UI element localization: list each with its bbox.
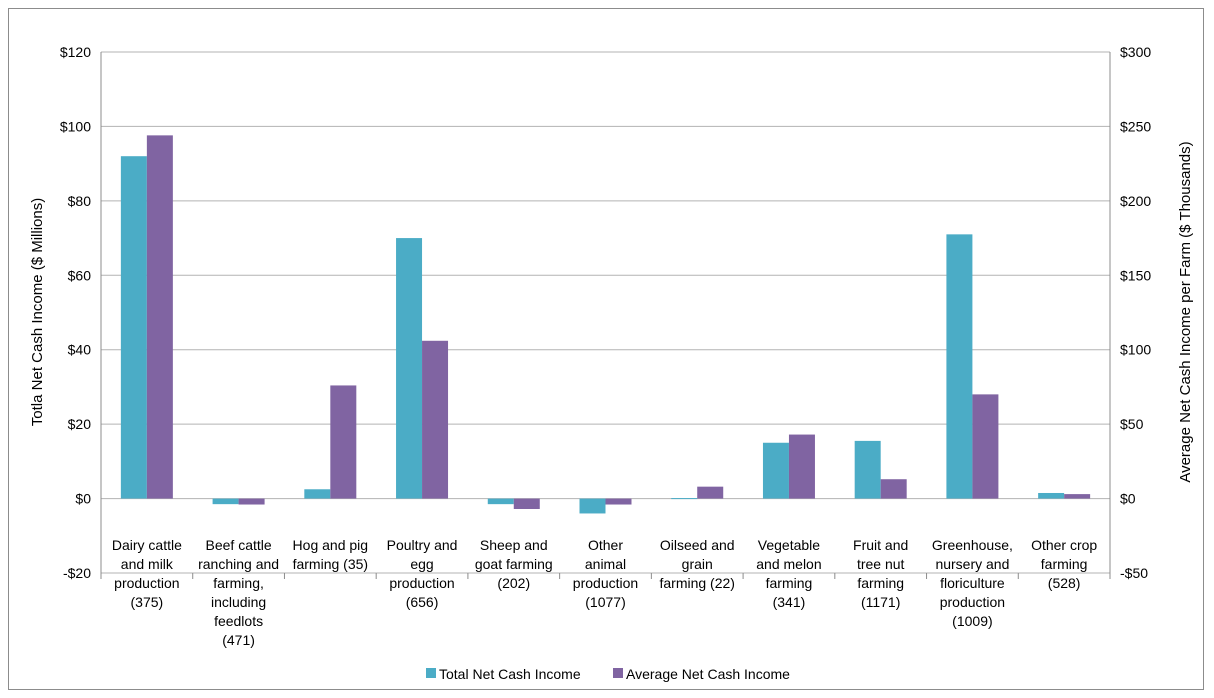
total-income-bar	[120, 156, 147, 499]
left-tick-label: $60	[68, 267, 92, 283]
right-tick-label: $250	[1120, 118, 1151, 134]
average-income-bar	[788, 434, 815, 499]
right-tick-label: $100	[1120, 342, 1151, 358]
average-income-bar	[238, 498, 265, 505]
total-income-bar	[304, 489, 331, 499]
legend-label: Average Net Cash Income	[626, 666, 790, 682]
category-label: Poultry and egg production (656)	[387, 537, 458, 610]
right-tick-label: $150	[1120, 267, 1151, 283]
left-tick-label: $80	[68, 193, 92, 209]
right-tick-label: $300	[1120, 44, 1151, 60]
left-tick-label: $20	[68, 416, 92, 432]
left-tick-label: $120	[60, 44, 91, 60]
category-label: Vegetable and melon farming (341)	[756, 537, 821, 610]
legend-swatch	[426, 668, 436, 678]
left-axis-ticks: -$20 $0 $20 $40 $60 $80 $100 $120	[60, 44, 91, 581]
left-tick-label: $0	[75, 491, 91, 507]
average-income-bar	[697, 486, 724, 499]
average-income-bar	[972, 394, 999, 499]
left-tick-label: $100	[60, 118, 91, 134]
category-label: Dairy cattle and milk production (375)	[112, 537, 182, 610]
left-tick-label: -$20	[63, 565, 91, 581]
category-label: Beef cattle ranching and farming, including…	[198, 537, 279, 648]
right-axis-ticks: -$50 $0 $50 $100 $150 $200 $250 $300	[1120, 44, 1151, 581]
category-label: Hog and pig farming (35)	[293, 537, 369, 572]
right-tick-label: $200	[1120, 193, 1151, 209]
category-label: Fruit and tree nut farming (1171)	[853, 537, 908, 610]
legend: Total Net Cash Income Average Net Cash In…	[426, 666, 790, 682]
chart-frame	[8, 8, 1204, 690]
bars	[120, 135, 1091, 514]
left-tick-label: $40	[68, 342, 92, 358]
average-income-bar	[1064, 494, 1091, 499]
right-tick-label: $0	[1120, 491, 1136, 507]
gridlines	[101, 51, 1110, 574]
total-income-bar	[396, 238, 423, 499]
category-label: Sheep and goat farming (202)	[475, 537, 553, 591]
total-income-bar	[579, 498, 606, 514]
total-income-bar	[212, 498, 239, 505]
left-axis-title: Totla Net Cash Income ($ Millions)	[29, 198, 46, 426]
category-label: Other animal production (1077)	[573, 537, 638, 610]
average-income-bar	[146, 135, 173, 499]
total-income-bar	[487, 498, 514, 505]
total-income-bar	[946, 234, 973, 499]
right-tick-label: $50	[1120, 416, 1144, 432]
legend-swatch	[613, 668, 623, 678]
average-income-bar	[330, 385, 357, 499]
average-income-bar	[422, 340, 449, 499]
category-label: Greenhouse, nursery and floriculture produc…	[932, 537, 1013, 629]
average-income-bar	[605, 498, 632, 505]
axes	[100, 52, 1111, 579]
total-income-bar	[762, 442, 789, 499]
category-labels: Dairy cattle and milk production (375)Beef …	[112, 537, 1098, 648]
category-label: Other crop farming (528)	[1031, 537, 1097, 591]
total-income-bar	[854, 440, 881, 499]
legend-label: Total Net Cash Income	[439, 666, 581, 682]
average-income-bar	[513, 498, 540, 509]
average-income-bar	[880, 479, 907, 499]
total-income-bar	[1038, 492, 1065, 499]
right-axis-title: Average Net Cash Income per Farm ($ Thou…	[1177, 141, 1194, 482]
right-tick-label: -$50	[1120, 565, 1148, 581]
category-label: Oilseed and grain farming (22)	[659, 537, 734, 591]
total-income-bar	[671, 498, 698, 500]
